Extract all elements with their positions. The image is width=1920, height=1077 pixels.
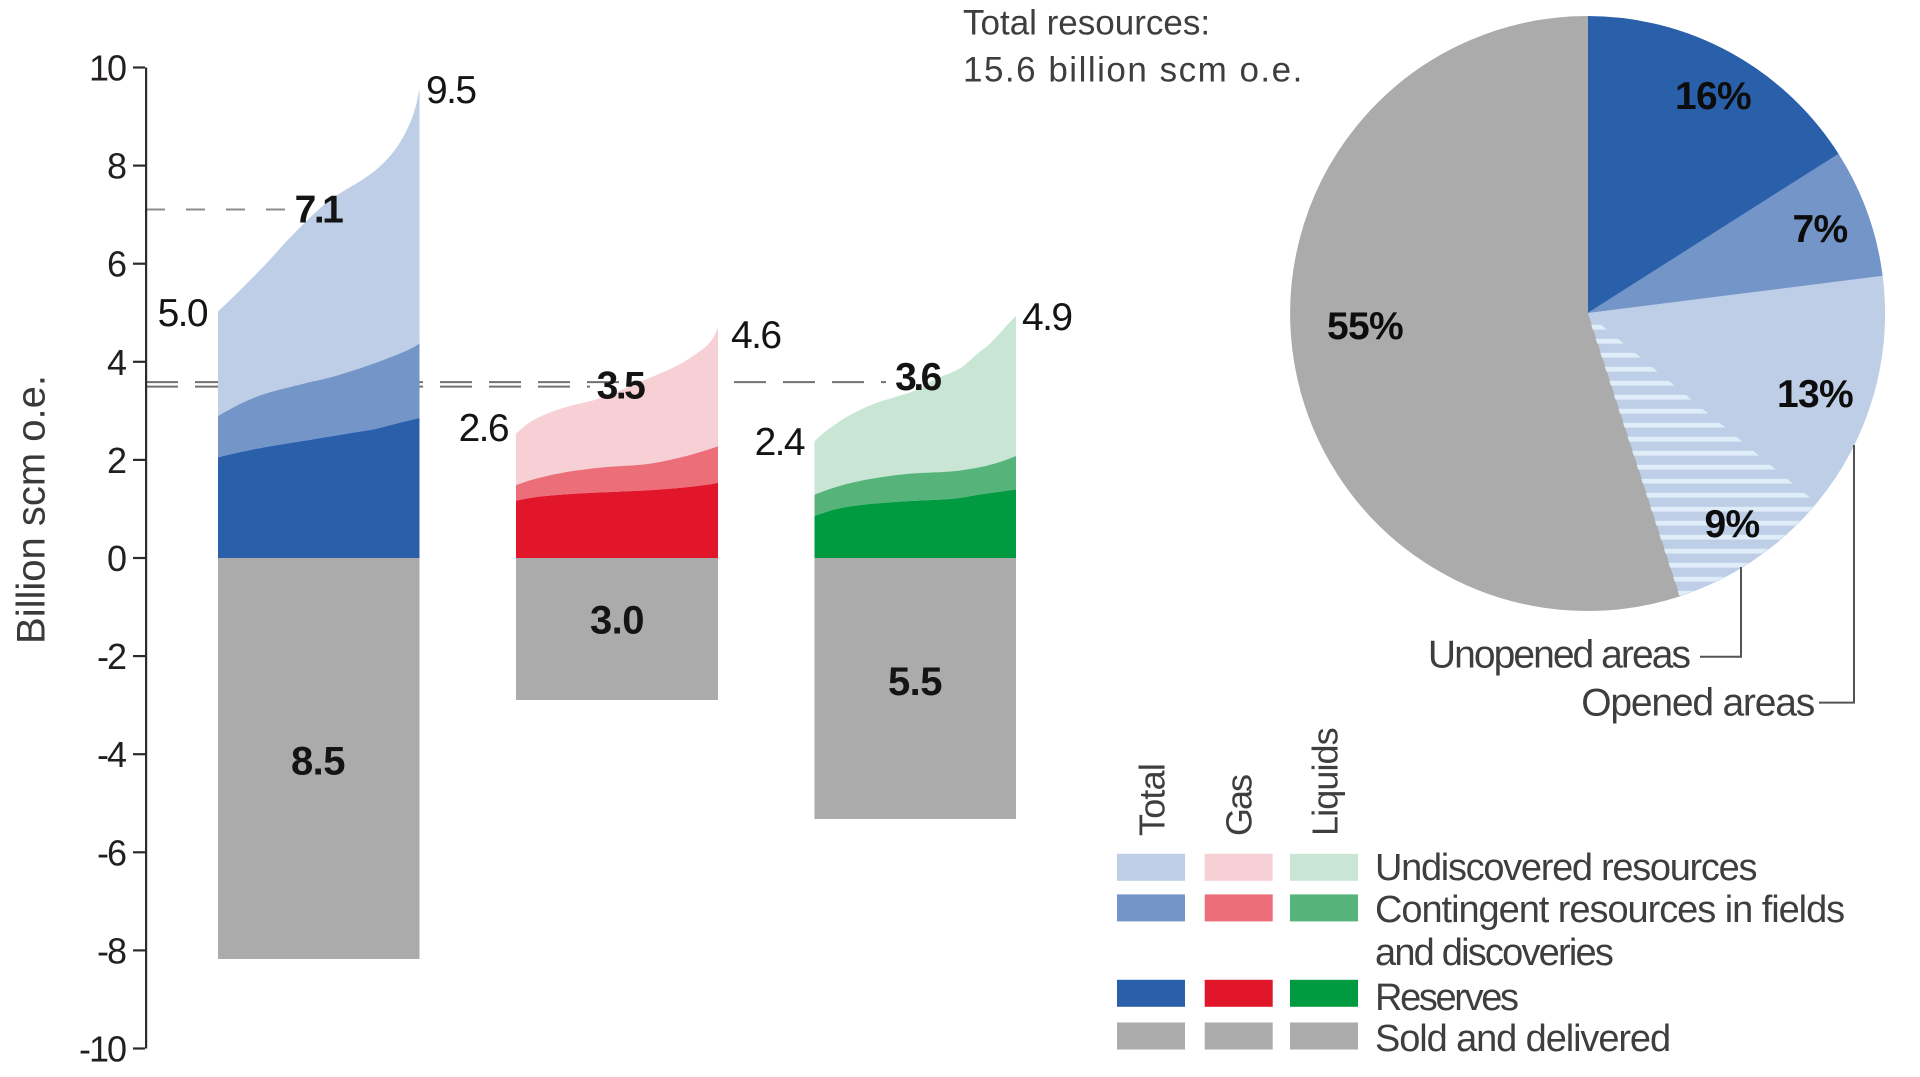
svg-text:2.6: 2.6 (459, 407, 508, 450)
svg-text:8: 8 (107, 146, 126, 187)
svg-text:9%: 9% (1705, 503, 1760, 546)
svg-text:3.5: 3.5 (597, 365, 646, 408)
svg-text:10: 10 (89, 48, 126, 89)
svg-text:0: 0 (107, 538, 126, 579)
svg-text:55%: 55% (1327, 305, 1403, 348)
svg-text:4: 4 (107, 342, 126, 383)
svg-text:Undiscovered resources: Undiscovered resources (1375, 847, 1756, 889)
svg-text:Liquids: Liquids (1305, 728, 1346, 836)
svg-text:5.5: 5.5 (888, 660, 942, 704)
svg-text:4.6: 4.6 (731, 314, 780, 357)
svg-text:Reserves: Reserves (1375, 977, 1518, 1019)
svg-text:Gas: Gas (1219, 775, 1260, 836)
svg-text:and discoveries: and discoveries (1375, 932, 1613, 974)
svg-text:Total: Total (1132, 764, 1173, 836)
svg-text:-8: -8 (97, 930, 126, 971)
svg-text:Total resources:: Total resources: (963, 3, 1210, 42)
svg-text:-6: -6 (97, 832, 126, 873)
svg-text:4.9: 4.9 (1022, 296, 1071, 339)
svg-text:5.0: 5.0 (158, 292, 208, 335)
svg-text:2.4: 2.4 (755, 421, 805, 464)
svg-text:2: 2 (107, 440, 126, 481)
svg-text:Opened areas: Opened areas (1581, 682, 1814, 725)
svg-text:6: 6 (107, 244, 126, 285)
svg-text:8.5: 8.5 (291, 740, 345, 784)
svg-text:7.1: 7.1 (295, 189, 344, 232)
svg-text:Billion scm o.e.: Billion scm o.e. (10, 375, 54, 644)
svg-text:Sold and delivered: Sold and delivered (1375, 1018, 1670, 1060)
svg-text:15.6 billion scm o.e.: 15.6 billion scm o.e. (963, 50, 1304, 89)
svg-text:-4: -4 (97, 734, 126, 775)
svg-text:7%: 7% (1793, 208, 1848, 251)
svg-text:-2: -2 (97, 636, 126, 677)
svg-text:16%: 16% (1675, 75, 1751, 118)
svg-text:13%: 13% (1777, 373, 1853, 416)
svg-text:Unopened areas: Unopened areas (1428, 634, 1691, 677)
svg-text:3.6: 3.6 (895, 356, 942, 399)
svg-text:3.0: 3.0 (590, 599, 644, 643)
svg-text:-10: -10 (79, 1029, 126, 1070)
svg-text:Contingent resources in fields: Contingent resources in fields (1375, 889, 1844, 931)
svg-text:9.5: 9.5 (426, 69, 476, 112)
